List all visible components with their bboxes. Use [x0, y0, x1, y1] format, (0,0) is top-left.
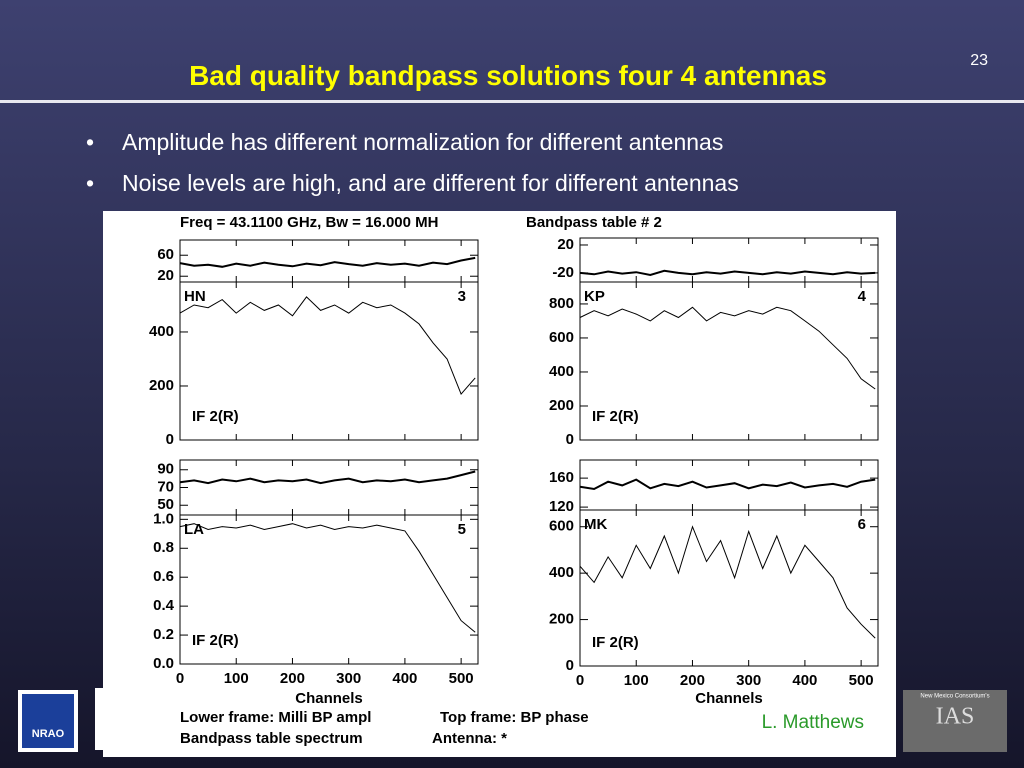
logo-text: NRAO: [32, 728, 65, 740]
x-tick-label: 0: [576, 672, 584, 689]
y-tick-label: 50: [157, 496, 174, 513]
x-tick-label: 300: [736, 672, 761, 689]
y-tick-label: 20: [157, 267, 174, 284]
x-tick-label: 500: [449, 670, 474, 687]
bullet: • Amplitude has different normalization f…: [86, 129, 724, 155]
title-rule: [0, 100, 1024, 103]
x-tick-label: 100: [224, 670, 249, 687]
y-tick-label: 0.6: [153, 568, 174, 585]
amplitude-line: [579, 525, 876, 639]
figure-footer: Bandpass table spectrum: [180, 730, 363, 747]
phase-line: [579, 478, 876, 491]
x-tick-label: 0: [176, 670, 184, 687]
y-tick-label: 20: [557, 236, 574, 253]
y-tick-label: 60: [157, 246, 174, 263]
if-label: IF 2(R): [592, 408, 639, 425]
y-tick-label: 0: [566, 657, 574, 674]
frame: [579, 281, 879, 441]
figure-footer: Lower frame: Milli BP ampl: [180, 709, 371, 726]
logo-text: New Mexico Consortium's: [920, 694, 989, 700]
plot-image: [103, 211, 896, 757]
y-tick-label: 200: [149, 377, 174, 394]
y-tick-label: 800: [549, 295, 574, 312]
y-tick-label: -20: [552, 264, 574, 281]
logo-partial: [95, 688, 105, 750]
y-tick-label: 400: [149, 323, 174, 340]
page-number: 23: [970, 52, 988, 69]
y-tick-label: 70: [157, 478, 174, 495]
antenna-number: 3: [458, 288, 466, 305]
y-tick-label: 160: [549, 469, 574, 486]
y-tick-label: 200: [549, 397, 574, 414]
x-axis-label: Channels: [295, 690, 363, 707]
y-tick-label: 0.4: [153, 597, 175, 614]
y-tick-label: 0.0: [153, 655, 174, 672]
figure-header: Bandpass table # 2: [526, 214, 662, 231]
if-label: IF 2(R): [192, 408, 239, 425]
x-axis-label: Channels: [695, 690, 763, 707]
logo-ias: [903, 690, 1007, 752]
if-label: IF 2(R): [192, 632, 239, 649]
antenna-label: HN: [184, 288, 206, 305]
x-tick-label: 400: [392, 670, 417, 687]
amplitude-line: [179, 523, 476, 633]
figure-footer: Top frame: BP phase: [440, 709, 589, 726]
x-tick-label: 200: [280, 670, 305, 687]
phase-line: [179, 470, 476, 485]
amplitude-line: [179, 296, 476, 396]
x-tick-label: 400: [792, 672, 817, 689]
frame: [179, 281, 479, 441]
logo-nrao: [22, 694, 74, 748]
antenna-number: 6: [858, 516, 866, 533]
y-tick-label: 400: [549, 363, 574, 380]
antenna-label: LA: [184, 521, 204, 538]
credit: L. Matthews: [762, 712, 864, 733]
y-tick-label: 1.0: [153, 510, 174, 527]
antenna-label: MK: [584, 516, 607, 533]
figure-header: Freq = 43.1100 GHz, Bw = 16.000 MH: [180, 214, 438, 231]
antenna-label: KP: [584, 288, 605, 305]
y-tick-label: 0: [566, 431, 574, 448]
amplitude-line: [579, 306, 876, 390]
x-tick-label: 100: [624, 672, 649, 689]
y-tick-label: 400: [549, 564, 574, 581]
y-tick-label: 200: [549, 611, 574, 628]
y-tick-label: 90: [157, 461, 174, 478]
x-tick-label: 300: [336, 670, 361, 687]
y-tick-label: 0.2: [153, 626, 174, 643]
antenna-number: 4: [858, 288, 867, 305]
bullet: • Noise levels are high, and are differen…: [86, 170, 739, 196]
x-tick-label: 200: [680, 672, 705, 689]
y-tick-label: 0.8: [153, 539, 174, 556]
frame: [179, 514, 479, 665]
antenna-number: 5: [458, 521, 466, 538]
y-tick-label: 0: [166, 431, 174, 448]
frame: [579, 509, 879, 667]
y-tick-label: 600: [549, 329, 574, 346]
bullet-text: Amplitude has different normalization fo…: [122, 129, 724, 155]
figure-footer: Antenna: *: [432, 730, 507, 747]
phase-line: [179, 256, 476, 268]
y-tick-label: 120: [549, 498, 574, 515]
y-tick-label: 600: [549, 518, 574, 535]
if-label: IF 2(R): [592, 634, 639, 651]
slide-title: Bad quality bandpass solutions four 4 an…: [189, 60, 827, 91]
x-tick-label: 500: [849, 672, 874, 689]
logo-text: IAS: [936, 704, 975, 730]
bullet-text: Noise levels are high, and are different…: [122, 170, 739, 196]
phase-line: [579, 269, 876, 277]
